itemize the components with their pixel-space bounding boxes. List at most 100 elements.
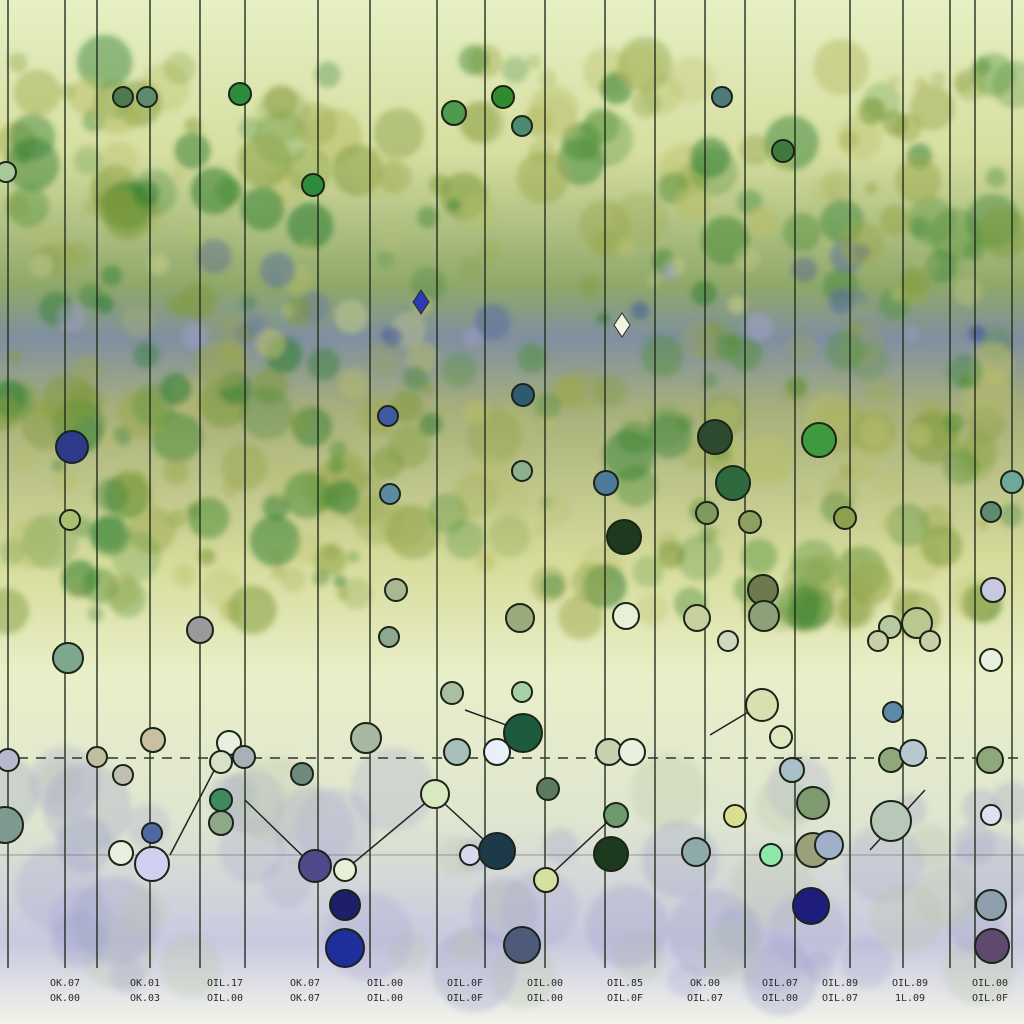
- dot: [208, 810, 234, 836]
- blob: [9, 114, 56, 160]
- blob: [366, 339, 402, 375]
- dot: [503, 713, 543, 753]
- blob: [907, 823, 952, 868]
- diamond: [613, 312, 631, 338]
- blob: [826, 331, 865, 371]
- blob: [710, 325, 723, 338]
- blob: [895, 157, 942, 205]
- blob: [324, 480, 360, 515]
- blob: [791, 257, 817, 283]
- blob: [29, 253, 54, 278]
- blob: [474, 303, 511, 340]
- axis-label-top: OIL.89: [892, 978, 928, 989]
- blob: [689, 137, 731, 178]
- blob: [14, 69, 61, 116]
- blob: [103, 573, 140, 610]
- blob: [445, 519, 485, 560]
- blob: [184, 117, 202, 135]
- blob: [334, 299, 369, 334]
- blob: [528, 95, 577, 144]
- dot: [792, 887, 830, 925]
- blob: [747, 206, 779, 238]
- dot: [901, 607, 933, 639]
- dot: [695, 501, 719, 525]
- axis-label-bottom: OIL.0F: [972, 993, 1008, 1004]
- dot: [759, 843, 783, 867]
- blob: [280, 304, 295, 318]
- axis-label-bottom: OK.03: [130, 993, 160, 1004]
- dot: [723, 804, 747, 828]
- dot: [867, 630, 889, 652]
- blob: [745, 312, 773, 341]
- dot: [919, 630, 941, 652]
- dot: [440, 681, 464, 705]
- axis-label-bottom: OIL.00: [527, 993, 563, 1004]
- axis-label-top: OIL.07: [762, 978, 798, 989]
- dot: [870, 800, 912, 842]
- dot: [711, 86, 733, 108]
- dot: [612, 602, 640, 630]
- blob: [691, 280, 717, 306]
- dot: [52, 642, 84, 674]
- dot: [329, 889, 361, 921]
- blob: [865, 181, 878, 195]
- blob: [123, 888, 167, 932]
- dot: [801, 422, 837, 458]
- dot: [209, 788, 233, 812]
- connector: [344, 794, 436, 871]
- axis-label-bottom: OIL.00: [207, 993, 243, 1004]
- blob: [542, 828, 579, 864]
- blob: [442, 353, 477, 388]
- dot: [298, 849, 332, 883]
- dot: [0, 748, 20, 772]
- blob: [641, 334, 684, 377]
- blob: [240, 387, 293, 440]
- blob: [930, 71, 947, 87]
- blob: [540, 573, 565, 599]
- blob: [101, 265, 123, 286]
- blob: [947, 354, 983, 390]
- blob: [461, 195, 498, 231]
- blob: [908, 423, 932, 447]
- blob: [448, 928, 484, 964]
- blob: [867, 378, 894, 405]
- dot: [59, 509, 81, 531]
- axis-label-top: OIL.0F: [447, 978, 483, 989]
- dot: [748, 600, 780, 632]
- blob: [516, 151, 570, 204]
- dot: [350, 722, 382, 754]
- blob: [630, 753, 706, 829]
- dot: [511, 115, 533, 137]
- blob: [284, 297, 313, 326]
- blob: [958, 373, 973, 387]
- axis-label-top: OIL.00: [527, 978, 563, 989]
- dot: [779, 757, 805, 783]
- blob: [879, 204, 911, 237]
- blob: [571, 562, 611, 603]
- blob: [741, 538, 778, 575]
- blob: [376, 250, 395, 268]
- blob: [821, 170, 854, 202]
- blob: [99, 433, 118, 452]
- blob: [953, 277, 983, 307]
- dot: [899, 739, 927, 767]
- blob: [699, 525, 717, 543]
- blob: [198, 548, 216, 566]
- blob: [913, 77, 930, 93]
- blob: [459, 103, 498, 141]
- blob: [101, 141, 138, 177]
- dot: [108, 840, 134, 866]
- dot: [511, 460, 533, 482]
- blob: [259, 252, 296, 289]
- dot: [136, 86, 158, 108]
- blob: [862, 82, 901, 121]
- blob: [585, 885, 669, 968]
- dot: [333, 858, 357, 882]
- blob: [283, 471, 331, 519]
- blob: [7, 185, 49, 228]
- blob: [667, 962, 703, 998]
- blob: [715, 333, 741, 360]
- dot: [377, 405, 399, 427]
- axis-label-bottom: OIL.07: [822, 993, 858, 1004]
